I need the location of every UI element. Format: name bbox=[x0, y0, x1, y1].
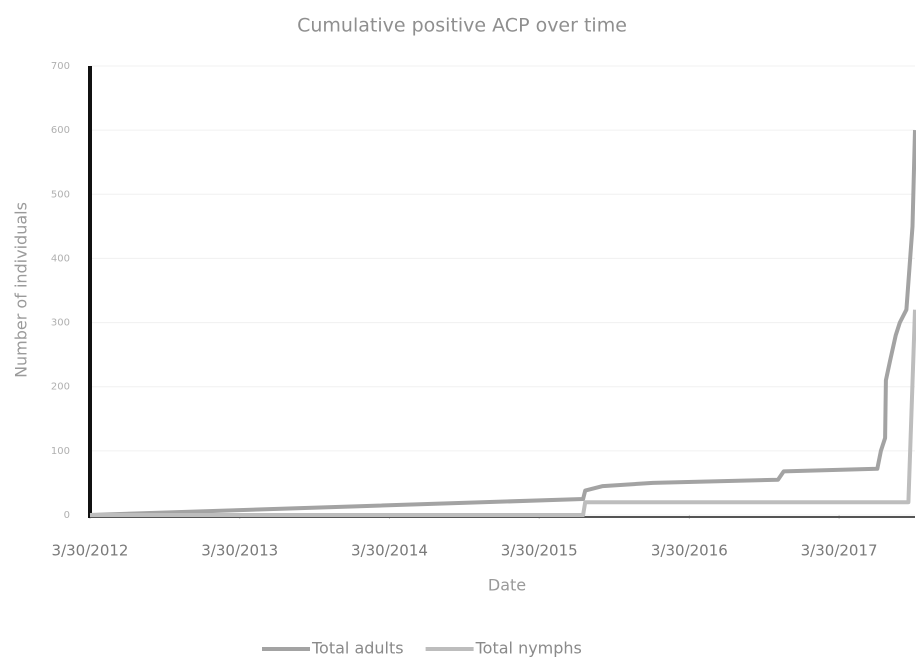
x-tick-label: 3/30/2017 bbox=[801, 542, 878, 560]
x-tick-label: 3/30/2012 bbox=[52, 542, 129, 560]
y-tick-label: 300 bbox=[51, 318, 70, 329]
y-tick-label: 200 bbox=[51, 382, 70, 393]
legend-label: Total adults bbox=[311, 639, 404, 658]
y-tick-label: 0 bbox=[64, 510, 70, 521]
x-axis-title: Date bbox=[488, 576, 526, 595]
y-tick-label: 600 bbox=[51, 125, 70, 136]
x-tick-label: 3/30/2014 bbox=[351, 542, 428, 560]
line-series bbox=[89, 130, 916, 517]
legend-label: Total nymphs bbox=[475, 639, 582, 658]
y-tick-label: 400 bbox=[51, 253, 70, 264]
y-tick-label: 700 bbox=[51, 61, 70, 72]
y-tick-label: 500 bbox=[51, 189, 70, 200]
x-tick-label: 3/30/2015 bbox=[501, 542, 578, 560]
y-tick-label: 100 bbox=[51, 446, 70, 457]
x-tick-label: 3/30/2013 bbox=[201, 542, 278, 560]
x-tick-label: 3/30/2016 bbox=[651, 542, 728, 560]
line-series bbox=[90, 309, 916, 517]
chart-title: Cumulative positive ACP over time bbox=[297, 15, 627, 37]
y-axis-title: Number of individuals bbox=[12, 202, 31, 378]
